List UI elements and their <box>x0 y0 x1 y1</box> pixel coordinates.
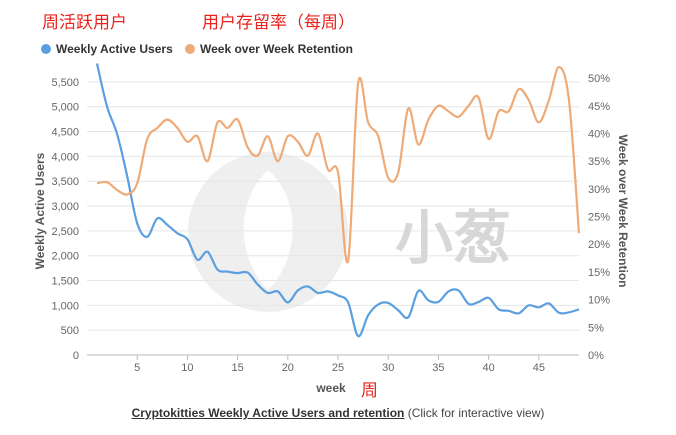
annotation-wau-cn: 周活跃用户 <box>42 13 127 33</box>
y2-tick-label: 50% <box>588 73 610 85</box>
y2-tick-label: 40% <box>588 128 610 140</box>
legend[interactable]: Weekly Active Users Week over Week Retent… <box>41 42 353 56</box>
y2-tick-label: 0% <box>588 350 604 362</box>
y-tick-label: 4,500 <box>51 127 79 139</box>
x-tick-label: 10 <box>181 362 193 374</box>
y-tick-label: 2,000 <box>51 251 79 263</box>
x-tick-label: 15 <box>231 362 243 374</box>
grid-lines <box>87 81 579 331</box>
y2-tick-label: 45% <box>588 101 610 113</box>
series-line-weekly-active-users <box>95 63 580 338</box>
y-tick-label: 5,000 <box>51 102 79 114</box>
series-layer <box>95 63 581 338</box>
legend-marker <box>41 44 51 54</box>
y-tick-label: 1,000 <box>51 300 79 312</box>
y-tick-label: 3,500 <box>51 176 79 188</box>
y-tick-label: 0 <box>73 350 79 362</box>
x-tick-label: 45 <box>533 362 545 374</box>
y-tick-label: 3,000 <box>51 201 79 213</box>
y2-tick-label: 5% <box>588 322 604 334</box>
y2-tick-label: 30% <box>588 184 610 196</box>
x-axis-label: week <box>315 381 346 395</box>
legend-label: Weekly Active Users <box>56 42 173 56</box>
legend-item-retention[interactable]: Week over Week Retention <box>185 42 353 56</box>
caption-note: (Click for interactive view) <box>404 406 545 420</box>
y-axis-label: Weekly Active Users <box>33 152 47 269</box>
y-tick-label: 2,500 <box>51 226 79 238</box>
series-line-retention <box>96 65 581 264</box>
y-tick-label: 4,000 <box>51 151 79 163</box>
y2-tick-label: 20% <box>588 239 610 251</box>
y-tick-label: 500 <box>61 325 79 337</box>
x-tick-label: 40 <box>483 362 495 374</box>
watermark-logo <box>188 152 348 312</box>
y2-tick-label: 25% <box>588 212 610 224</box>
chart-caption: Cryptokitties Weekly Active Users and re… <box>0 406 676 420</box>
caption-link[interactable]: Cryptokitties Weekly Active Users and re… <box>131 406 405 420</box>
y2-tick-label: 15% <box>588 267 610 279</box>
x-tick-label: 35 <box>432 362 444 374</box>
y2-tick-label: 10% <box>588 295 610 307</box>
legend-item-weekly-active-users[interactable]: Weekly Active Users <box>41 42 173 56</box>
annotation-retention-cn: 用户存留率（每周） <box>202 13 355 33</box>
y2-tick-label: 35% <box>588 156 610 168</box>
axes: 5 10 15 20 25 30 35 40 45 0 500 1,000 1,500 2,000 2,50… <box>33 73 630 395</box>
x-tick-label: 5 <box>134 362 140 374</box>
watermark-text: 小葱 <box>395 206 511 271</box>
legend-marker <box>185 44 195 54</box>
y-tick-label: 5,500 <box>51 77 79 89</box>
watermark-leaf <box>243 170 293 290</box>
legend-label: Week over Week Retention <box>200 42 353 56</box>
y-tick-label: 1,500 <box>51 276 79 288</box>
x-tick-label: 30 <box>382 362 394 374</box>
x-tick-label: 25 <box>332 362 344 374</box>
annotation-week-cn: 周 <box>361 381 378 401</box>
y2-axis-label: Week over Week Retention <box>616 135 630 288</box>
x-tick-label: 20 <box>282 362 294 374</box>
